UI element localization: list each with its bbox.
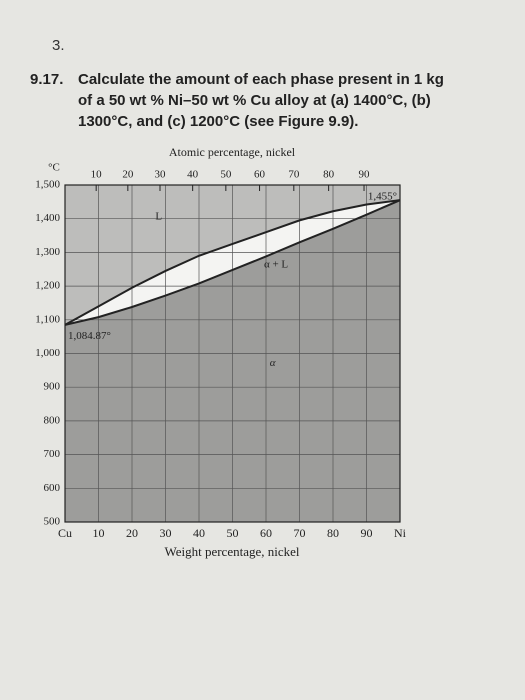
x2-tick-label: 40 [187, 169, 199, 181]
annotation: α + L [264, 259, 288, 271]
chart-title: Atomic percentage, nickel [169, 145, 296, 159]
y-tick-label: 1,100 [35, 313, 60, 325]
x-tick-label: 60 [260, 526, 272, 540]
x-tick-label: 10 [93, 526, 105, 540]
x2-tick-label: 70 [288, 169, 300, 181]
x-tick-label: Cu [58, 526, 72, 540]
x-tick-label: 70 [294, 526, 306, 540]
y-tick-label: 1,500 [35, 179, 60, 191]
y-tick-label: 600 [44, 482, 61, 494]
y-axis-label: °C [48, 162, 60, 174]
x2-tick-label: 80 [323, 169, 335, 181]
phase-boundary [64, 199, 401, 326]
x-tick-label: 20 [126, 526, 138, 540]
x2-tick-label: 30 [154, 169, 166, 181]
y-tick-label: 1,000 [35, 347, 60, 359]
problem-line: Calculate the amount of each phase prese… [78, 71, 444, 88]
problem-line: 1300°C, and (c) 1200°C (see Figure 9.9). [78, 113, 358, 130]
y-tick-label: 800 [44, 414, 61, 426]
x2-tick-label: 60 [254, 169, 266, 181]
x-tick-label: 50 [227, 526, 239, 540]
annotation: α [270, 357, 276, 369]
y-tick-label: 1,400 [35, 212, 60, 224]
page-number: 3. [52, 37, 65, 54]
annotation: 1,455° [368, 190, 397, 202]
problem-line: of a 50 wt % Ni–50 wt % Cu alloy at (a) … [78, 92, 431, 109]
y-tick-label: 1,300 [35, 246, 60, 258]
x-tick-label: 80 [327, 526, 339, 540]
plot-frame [64, 184, 401, 523]
y-tick-label: 500 [44, 516, 61, 528]
annotation: L [155, 211, 162, 223]
problem-number: 9.17. [30, 71, 63, 88]
x2-tick-label: 10 [91, 169, 103, 181]
x-tick-label: Ni [394, 526, 407, 540]
x-tick-label: 90 [361, 526, 373, 540]
phase-boundary [64, 199, 401, 326]
annotation: 1,084.87° [68, 330, 111, 342]
x-axis-label: Weight percentage, nickel [164, 544, 299, 559]
y-tick-label: 900 [44, 381, 61, 393]
x2-tick-label: 90 [359, 169, 371, 181]
x2-tick-label: 20 [122, 169, 134, 181]
y-tick-label: 1,200 [35, 280, 60, 292]
y-tick-label: 700 [44, 448, 61, 460]
x2-tick-label: 50 [220, 169, 232, 181]
liquid-region [65, 185, 400, 325]
phase-diagram: 500 600 700 800 900 1,000 1,100 1,200 1,300 1,400… [35, 169, 406, 540]
x-tick-label: 30 [160, 526, 172, 540]
x-tick-label: 40 [193, 526, 205, 540]
